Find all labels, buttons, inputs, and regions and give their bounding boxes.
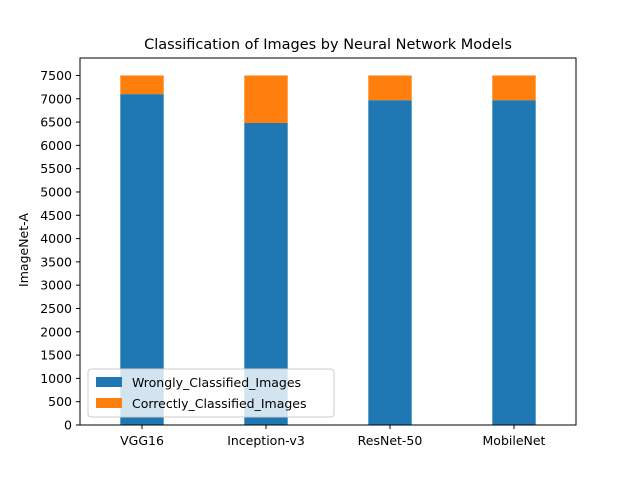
x-tick-label-1: Inception-v3 xyxy=(227,433,305,448)
y-tick-label-8: 4000 xyxy=(40,231,72,246)
y-tick-label-10: 5000 xyxy=(40,184,72,199)
y-tick-label-1: 500 xyxy=(48,394,72,409)
y-tick-label-15: 7500 xyxy=(40,68,72,83)
chart-title: Classification of Images by Neural Netwo… xyxy=(144,37,512,53)
x-axis: VGG16 Inception-v3 ResNet-50 MobileNet xyxy=(120,425,546,448)
y-tick-label-5: 2500 xyxy=(40,301,72,316)
x-tick-label-2: ResNet-50 xyxy=(358,433,423,448)
y-tick-label-12: 6000 xyxy=(40,138,72,153)
y-tick-label-7: 3500 xyxy=(40,254,72,269)
y-axis-label: ImageNet-A xyxy=(16,213,31,287)
y-tick-label-0: 0 xyxy=(64,418,72,433)
bar-correctly-2 xyxy=(368,75,412,101)
legend-box xyxy=(87,368,335,418)
bar-correctly-1 xyxy=(244,75,288,124)
y-tick-label-13: 6500 xyxy=(40,115,72,130)
y-tick-label-11: 5500 xyxy=(40,161,72,176)
y-tick-label-6: 3000 xyxy=(40,278,72,293)
bar-wrongly-2 xyxy=(368,100,412,425)
bar-correctly-0 xyxy=(120,75,164,95)
legend-swatch-0 xyxy=(96,377,122,387)
y-tick-label-9: 4500 xyxy=(40,208,72,223)
y-tick-label-3: 1500 xyxy=(40,348,72,363)
legend: Wrongly_Classified_Images Correctly_Class… xyxy=(87,368,335,418)
legend-label-1: Correctly_Classified_Images xyxy=(132,396,307,411)
legend-label-0: Wrongly_Classified_Images xyxy=(132,375,301,390)
bar-correctly-3 xyxy=(492,75,536,101)
x-tick-label-3: MobileNet xyxy=(483,433,546,448)
plot-frame xyxy=(79,57,577,426)
legend-swatch-1 xyxy=(96,398,122,408)
y-tick-label-14: 7000 xyxy=(40,91,72,106)
y-tick-label-2: 1000 xyxy=(40,371,72,386)
x-tick-label-0: VGG16 xyxy=(120,433,164,448)
bar-wrongly-3 xyxy=(492,100,536,425)
y-axis: 0 500 1000 1500 2000 2500 3000 3500 4000 4500 5000… xyxy=(40,68,80,433)
y-tick-label-4: 2000 xyxy=(40,324,72,339)
